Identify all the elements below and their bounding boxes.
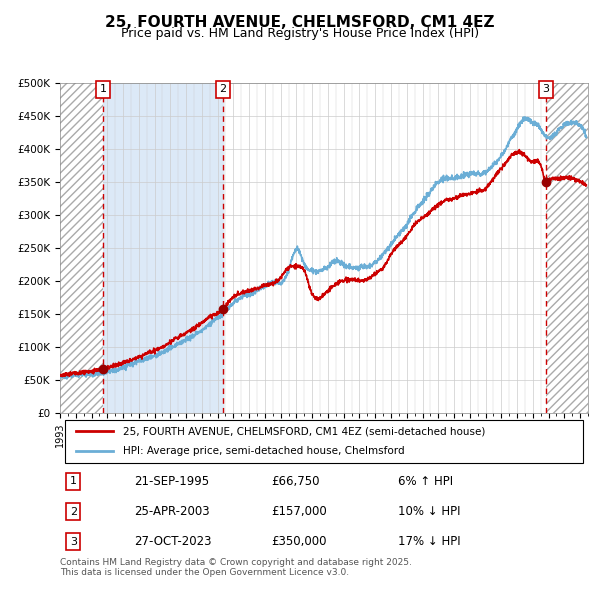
Text: 2: 2 [219,84,226,94]
Text: 3: 3 [70,537,77,547]
Text: £350,000: £350,000 [271,535,327,548]
Text: 2: 2 [70,507,77,517]
Bar [60,83,103,413]
Text: 25-APR-2003: 25-APR-2003 [134,505,209,518]
Text: 6% ↑ HPI: 6% ↑ HPI [398,475,453,488]
Text: £66,750: £66,750 [271,475,320,488]
Text: 17% ↓ HPI: 17% ↓ HPI [398,535,461,548]
Text: 3: 3 [542,84,549,94]
Text: 27-OCT-2023: 27-OCT-2023 [134,535,211,548]
Text: 21-SEP-1995: 21-SEP-1995 [134,475,209,488]
Bar [546,83,588,413]
Text: 25, FOURTH AVENUE, CHELMSFORD, CM1 4EZ (semi-detached house): 25, FOURTH AVENUE, CHELMSFORD, CM1 4EZ (… [124,427,486,436]
Text: 10% ↓ HPI: 10% ↓ HPI [398,505,460,518]
Text: 25, FOURTH AVENUE, CHELMSFORD, CM1 4EZ: 25, FOURTH AVENUE, CHELMSFORD, CM1 4EZ [105,15,495,30]
Text: HPI: Average price, semi-detached house, Chelmsford: HPI: Average price, semi-detached house,… [124,446,405,455]
FancyBboxPatch shape [65,420,583,463]
Text: 1: 1 [70,477,77,486]
Bar [103,83,223,413]
Text: Price paid vs. HM Land Registry's House Price Index (HPI): Price paid vs. HM Land Registry's House … [121,27,479,40]
Text: £157,000: £157,000 [271,505,327,518]
Text: 1: 1 [100,84,106,94]
Bar [223,83,546,413]
Text: Contains HM Land Registry data © Crown copyright and database right 2025.
This d: Contains HM Land Registry data © Crown c… [60,558,412,577]
Bar [60,83,103,413]
